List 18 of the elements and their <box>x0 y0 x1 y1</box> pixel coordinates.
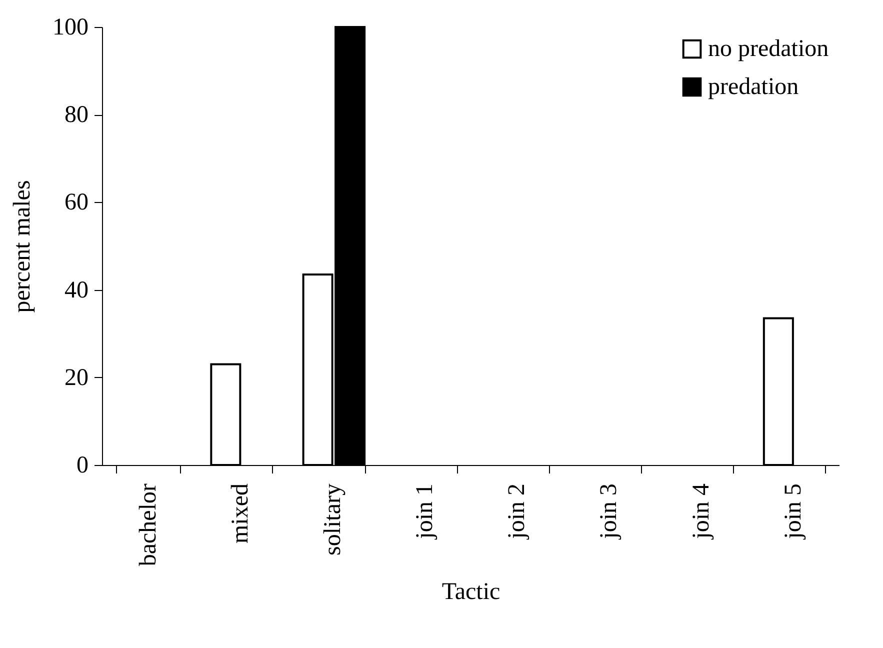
x-tick-label: join 3 <box>596 484 622 540</box>
y-tick-label: 0 <box>76 452 88 478</box>
x-tick-label: bachelor <box>136 484 162 566</box>
x-tick-label: mixed <box>228 484 254 544</box>
y-axis-title: percent males <box>10 180 36 313</box>
x-tick-label: join 5 <box>780 484 806 540</box>
y-tick-label: 60 <box>64 190 88 216</box>
y-tick-label: 80 <box>64 102 88 128</box>
y-tick-label: 100 <box>52 14 88 40</box>
legend-label: predation <box>708 74 799 100</box>
legend-label: no predation <box>708 36 829 62</box>
y-tick-label: 20 <box>64 364 88 391</box>
x-tick-label: join 4 <box>688 484 714 540</box>
x-axis-title: Tactic <box>442 579 500 606</box>
y-tick-label: 40 <box>64 277 88 304</box>
x-tick-label: join 2 <box>504 484 530 540</box>
x-tick-label: solitary <box>320 484 346 556</box>
x-tick-label: join 1 <box>412 484 438 540</box>
